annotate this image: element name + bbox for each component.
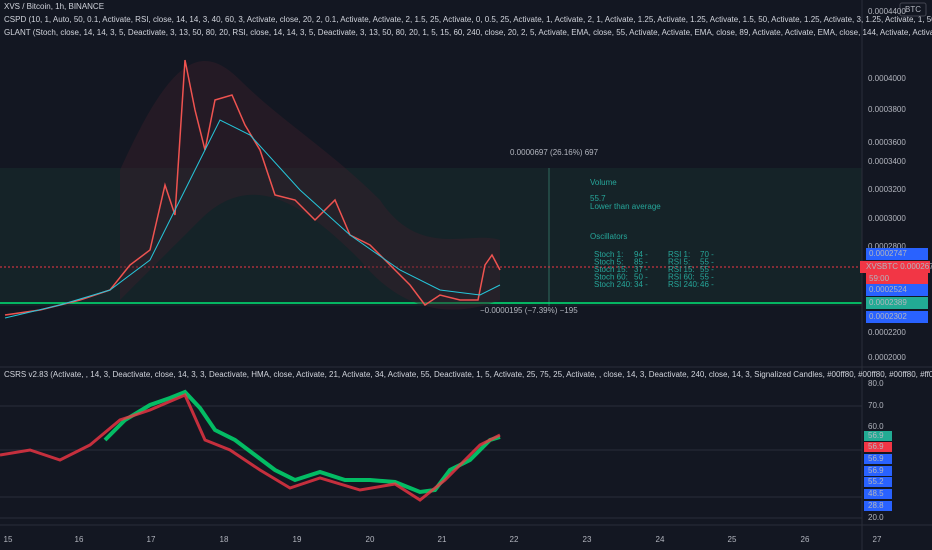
osc-label: 70.0: [868, 401, 884, 410]
osc-tag-bg: [864, 477, 892, 487]
time-label: 23: [583, 535, 592, 544]
price-tag: 0.0002302: [869, 312, 907, 321]
lower-title: CSRS v2.83 (Activate, , 14, 3, Deactivat…: [4, 370, 932, 379]
volume-note: Lower than average: [590, 202, 661, 211]
osc-tag-bg: [864, 501, 892, 511]
price-tag: 0.0002389: [869, 298, 907, 307]
osc-cell: 46 -: [700, 280, 714, 289]
osc-tag-bg: [864, 466, 892, 476]
osc-label: 56.9: [868, 466, 884, 475]
price-tag: 0.0002524: [869, 285, 907, 294]
osc-cell: Stoch 5:: [594, 258, 623, 267]
price-label: 0.0002000: [868, 353, 906, 362]
volume-value: 55.7: [590, 194, 606, 203]
time-label: 16: [75, 535, 84, 544]
band: [120, 60, 500, 310]
osc-cell: 55 -: [700, 258, 714, 267]
osc-cell: 85 -: [634, 258, 648, 267]
osc-cell: RSI 240:: [668, 280, 699, 289]
osc-cell: RSI 15:: [668, 265, 695, 274]
price-tag-bg: [866, 297, 928, 309]
osc-tag-bg: [864, 454, 892, 464]
measure-up: 0.0000697 (26.16%) 697: [510, 148, 599, 157]
osc-cell: Stoch 60:: [594, 273, 628, 282]
osc-tag-bg: [864, 442, 892, 452]
symbol: XVS / Bitcoin, 1h, BINANCE: [4, 2, 104, 11]
indicator-2: GLANT (Stoch, close, 14, 14, 3, 5, Deact…: [4, 28, 932, 37]
price-label: 0.0004000: [868, 74, 906, 83]
osc-label: 60.0: [868, 422, 884, 431]
price-tag-bg: [866, 311, 928, 323]
price-tag: 59:00: [869, 274, 890, 283]
osc-label: 56.9: [868, 442, 884, 451]
price-tag-bg: [860, 261, 930, 273]
osc-cell: 34 -: [634, 280, 648, 289]
osc-tag-bg: [864, 431, 892, 441]
price-label: 0.0003200: [868, 185, 906, 194]
osc-label: 48.5: [868, 489, 884, 498]
osc-cell: RSI 60:: [668, 273, 695, 282]
price-label: 0.0003600: [868, 138, 906, 147]
ma-line: [4, 119, 501, 319]
osc-cell: Stoch 1:: [594, 250, 623, 259]
time-label: 25: [728, 535, 737, 544]
time-label: 20: [366, 535, 375, 544]
osc-cell: 55 -: [700, 273, 714, 282]
osc-cell: 37 -: [634, 265, 648, 274]
osc-label: 20.0: [868, 513, 884, 522]
price-tag: 0.0002747: [869, 249, 907, 258]
osc-label: 28.8: [868, 501, 884, 510]
measure-zone: [0, 168, 862, 306]
time-label: 17: [147, 535, 156, 544]
price-tag: XVSBTC 0.0002670: [866, 262, 932, 271]
time-label: 18: [220, 535, 229, 544]
osc-cell: 50 -: [634, 273, 648, 282]
osc-cell: 94 -: [634, 250, 648, 259]
osc-cell: RSI 1:: [668, 250, 690, 259]
currency[interactable]: BTC: [905, 5, 921, 14]
osc-cell: Stoch 240:: [594, 280, 632, 289]
time-label: 22: [510, 535, 519, 544]
price-tag-bg: [866, 273, 928, 285]
osc-label: 56.9: [868, 454, 884, 463]
time-label: 19: [293, 535, 302, 544]
osc-cell: Stoch 15:: [594, 265, 628, 274]
price-label: 0.0002200: [868, 328, 906, 337]
time-label: 21: [438, 535, 447, 544]
oscillator: [103, 389, 501, 495]
indicator-1: CSPD (10, 1, Auto, 50, 0.1, Activate, RS…: [4, 15, 932, 24]
osc-cell: 55 -: [700, 265, 714, 274]
price-label: 0.0004400: [868, 7, 906, 16]
price-label: 0.0003800: [868, 105, 906, 114]
measure-down: −0.0000195 (−7.39%) −195: [480, 306, 578, 315]
osc-label: 56.9: [868, 431, 884, 440]
osc-title: Oscillators: [590, 232, 627, 241]
osc-cell: 70 -: [700, 250, 714, 259]
time-label: 15: [4, 535, 13, 544]
time-label: 27: [873, 535, 882, 544]
volume-title: Volume: [590, 178, 617, 187]
price-label: 0.0003000: [868, 214, 906, 223]
price-path: [4, 59, 501, 316]
oscillator-signal: [0, 393, 501, 502]
price-tag-bg: [866, 248, 928, 260]
osc-label: 55.2: [868, 477, 884, 486]
currency-box[interactable]: [899, 2, 927, 17]
time-label: 26: [801, 535, 810, 544]
time-label: 24: [656, 535, 665, 544]
osc-cell: RSI 5:: [668, 258, 690, 267]
price-label: 0.0002800: [868, 242, 906, 251]
osc-tag-bg: [864, 489, 892, 499]
price-tag-bg: [866, 284, 928, 296]
price-label: 0.0003400: [868, 157, 906, 166]
osc-label: 80.0: [868, 379, 884, 388]
